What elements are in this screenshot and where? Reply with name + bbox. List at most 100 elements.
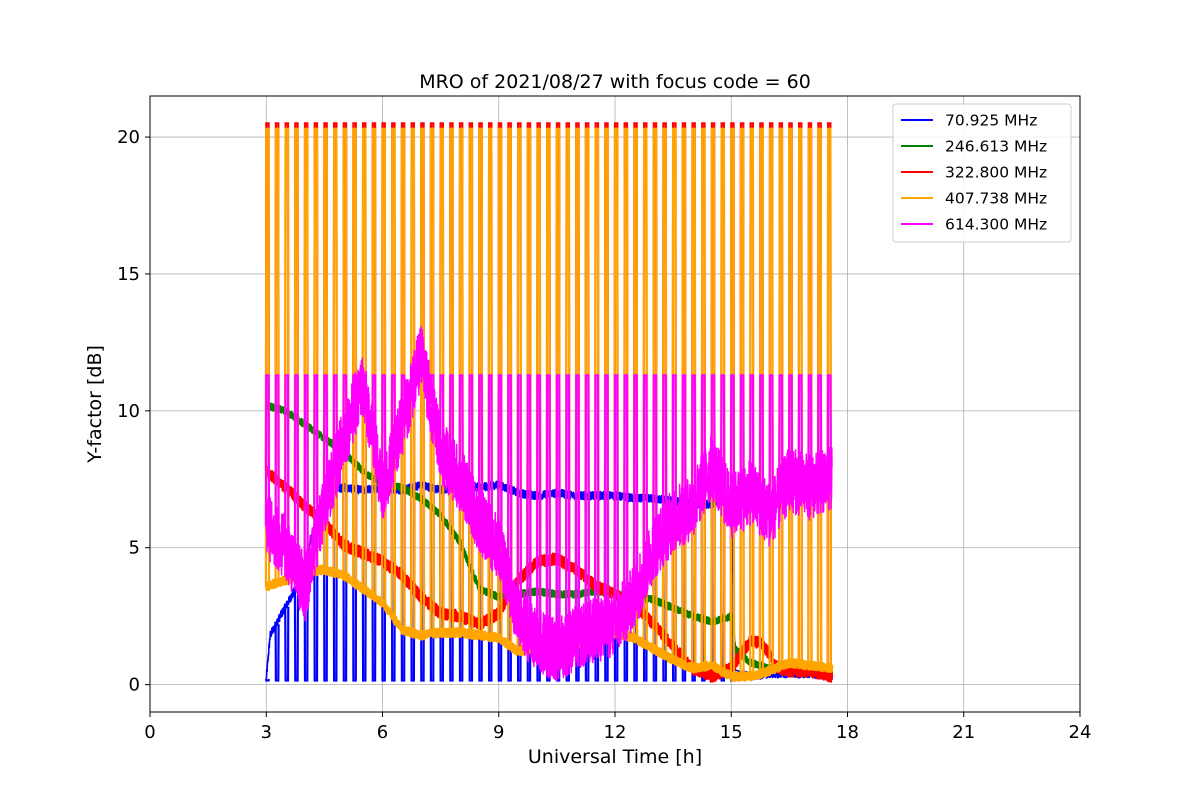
x-tick-label: 9 — [493, 722, 504, 743]
calibration-pulse — [342, 127, 348, 576]
x-tick-label: 21 — [952, 722, 975, 743]
calibration-pulse — [477, 374, 484, 521]
x-tick-label: 0 — [144, 722, 155, 743]
calibration-pulse — [303, 374, 309, 589]
calibration-pulse — [381, 127, 387, 603]
calibration-pulse — [293, 374, 300, 569]
calibration-pulse — [720, 374, 726, 487]
calibration-pulse — [352, 374, 358, 411]
chart-title: MRO of 2021/08/27 with focus code = 60 — [419, 71, 811, 93]
calibration-pulse — [710, 374, 716, 466]
calibration-pulse — [507, 374, 513, 583]
calibration-pulse — [293, 127, 300, 577]
calibration-pulse — [332, 127, 338, 573]
calibration-pulse — [778, 374, 784, 498]
legend-entry: 614.300 MHz — [945, 216, 1047, 234]
calibration-pulse — [536, 374, 542, 641]
calibration-pulse — [458, 374, 464, 480]
calibration-pulse — [594, 374, 600, 630]
x-tick-label: 12 — [604, 722, 627, 743]
calibration-pulse — [303, 127, 309, 573]
calibration-pulse — [439, 374, 445, 452]
calibration-pulse — [739, 374, 745, 500]
legend-entry: 70.925 MHz — [945, 112, 1037, 130]
y-tick-label: 10 — [117, 401, 140, 422]
calibration-pulse — [361, 374, 367, 384]
legend-entry: 246.613 MHz — [945, 138, 1047, 156]
x-tick-label: 18 — [836, 722, 859, 743]
x-axis-label: Universal Time [h] — [528, 746, 702, 768]
calibration-pulse — [603, 374, 610, 628]
calibration-pulse — [681, 374, 687, 514]
y-tick-label: 20 — [117, 127, 140, 148]
calibration-pulse — [342, 374, 348, 439]
calibration-pulse — [274, 374, 280, 537]
calibration-pulse — [526, 374, 532, 629]
calibration-pulse — [264, 374, 271, 526]
y-tick-label: 5 — [129, 538, 140, 559]
x-tick-label: 6 — [377, 722, 388, 743]
calibration-pulse — [264, 678, 271, 682]
x-tick-label: 24 — [1069, 722, 1092, 743]
calibration-pulse — [410, 374, 416, 391]
axis-ticks: 0 3 6 9 12 15 18 21 24 0 5 10 15 20 — [117, 127, 1091, 743]
calibration-pulse — [332, 489, 338, 682]
calibration-pulse — [390, 374, 396, 459]
calibration-pulse — [797, 374, 803, 484]
calibration-pulse — [700, 374, 706, 487]
calibration-pulse — [487, 374, 493, 535]
calibration-pulse — [555, 374, 561, 650]
calibration-pulse — [371, 127, 377, 596]
calibration-pulse — [274, 127, 280, 584]
calibration-pulse — [332, 374, 338, 473]
calibration-pulse — [313, 528, 319, 682]
calibration-pulse — [284, 374, 290, 548]
series-layer — [264, 122, 834, 683]
calibration-pulse — [787, 374, 794, 480]
calibration-pulse — [419, 356, 426, 377]
calibration-pulse — [497, 374, 503, 548]
x-tick-label: 3 — [261, 722, 272, 743]
calibration-pulse — [429, 374, 435, 405]
series-line — [265, 326, 833, 683]
calibration-pulse — [293, 589, 300, 682]
y-axis-label: Y-factor [dB] — [84, 345, 106, 464]
calibration-pulse — [758, 374, 765, 504]
calibration-pulse — [352, 127, 358, 583]
legend: 70.925 MHz 246.613 MHz 322.800 MHz 407.7… — [892, 103, 1072, 243]
calibration-pulse — [807, 374, 813, 488]
calibration-pulse — [284, 606, 290, 682]
calibration-pulse — [313, 374, 319, 548]
calibration-pulse — [381, 374, 387, 494]
calibration-pulse — [342, 487, 348, 682]
calibration-pulse — [371, 374, 377, 439]
calibration-pulse — [584, 374, 590, 635]
calibration-pulse — [729, 374, 736, 507]
calibration-pulse — [623, 374, 629, 611]
x-tick-label: 15 — [720, 722, 743, 743]
calibration-pulse — [284, 127, 290, 581]
calibration-pulse — [642, 374, 648, 573]
calibration-pulse — [565, 374, 571, 644]
calibration-pulse — [652, 374, 658, 548]
calibration-pulse — [322, 127, 329, 570]
calibration-pulse — [322, 374, 329, 507]
calibration-pulse — [390, 127, 396, 617]
calibration-pulse — [322, 501, 329, 682]
calibration-pulse — [574, 374, 581, 639]
calibration-pulse — [448, 374, 455, 466]
calibration-pulse — [613, 374, 619, 625]
calibration-pulse — [313, 127, 319, 572]
y-tick-label: 0 — [129, 675, 140, 696]
calibration-pulse — [749, 374, 755, 494]
calibration-pulse — [826, 374, 832, 481]
calibration-pulse — [632, 374, 639, 598]
calibration-pulse — [671, 374, 677, 521]
legend-box — [892, 103, 1072, 243]
calibration-pulse — [516, 374, 522, 617]
legend-entry: 322.800 MHz — [945, 164, 1047, 182]
legend-entry: 407.738 MHz — [945, 190, 1047, 208]
y-tick-label: 15 — [117, 264, 140, 285]
series-4 — [264, 326, 833, 683]
